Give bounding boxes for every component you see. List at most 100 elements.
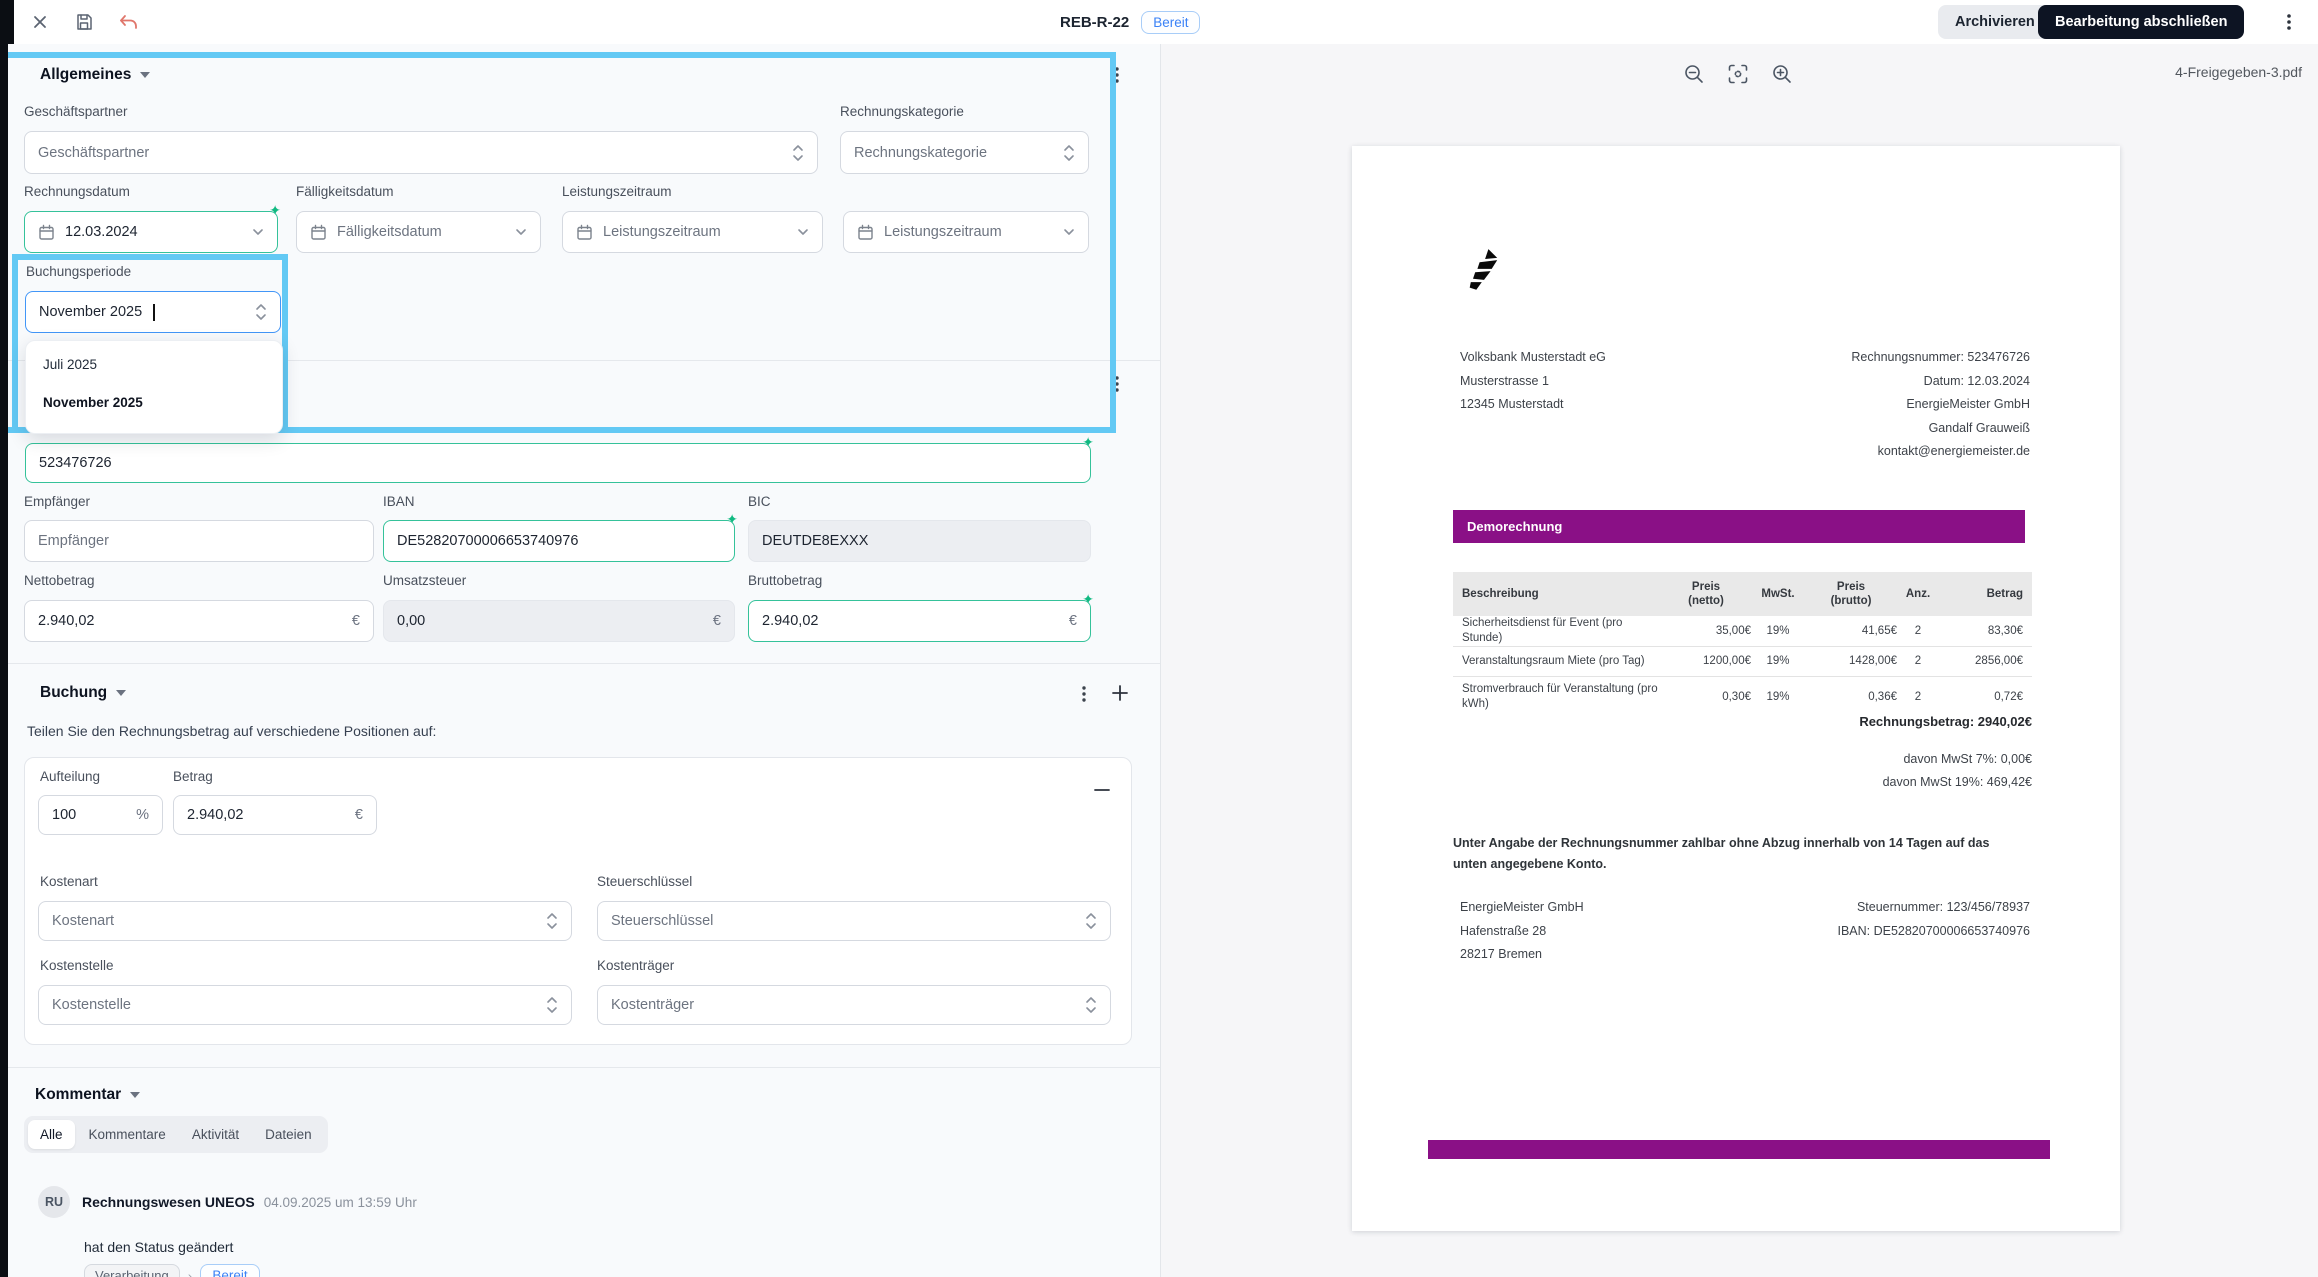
iban-input[interactable]: DE52820700006653740976 ✦ <box>383 511 738 562</box>
leistungszeitraum-start-input[interactable]: Leistungszeitraum <box>562 211 823 253</box>
rechnungsnummer-input[interactable]: 523476726 ✦ <box>25 434 1094 483</box>
company-logo-icon <box>1469 249 1498 290</box>
cell-brutto: 0,36€ <box>1868 691 1897 703</box>
section-divider <box>0 1067 1160 1068</box>
topbar-menu-icon[interactable] <box>2280 13 2298 31</box>
dropdown-option-november-2025[interactable]: November 2025 <box>43 395 143 410</box>
umsatzsteuer-label: Umsatzsteuer <box>383 573 467 588</box>
iban-value: DE52820700006653740976 <box>397 533 579 549</box>
empfaenger-placeholder: Empfänger <box>38 533 109 549</box>
add-position-icon[interactable] <box>1110 683 1130 703</box>
leistungszeitraum-placeholder: Leistungszeitraum <box>603 224 721 240</box>
invoice-footer-left: EnergieMeister GmbH Hafenstraße 28 28217… <box>1460 896 1584 967</box>
tab-alle[interactable]: Alle <box>28 1120 75 1149</box>
steuerschluessel-placeholder: Steuerschlüssel <box>611 913 714 929</box>
section-divider <box>0 663 1160 664</box>
empfaenger-input[interactable]: Empfänger <box>24 520 374 562</box>
tab-kommentare[interactable]: Kommentare <box>88 1127 166 1142</box>
cell-mwst: 19% <box>1766 625 1790 637</box>
invoice-title-bar: Demorechnung <box>1453 510 2025 543</box>
rechnungsdatum-input[interactable]: 12.03.2024 ✦ <box>24 202 281 253</box>
calendar-icon <box>39 224 54 240</box>
tab-aktivitaet[interactable]: Aktivität <box>191 1127 240 1142</box>
percent-suffix: % <box>136 807 149 823</box>
nettobetrag-input[interactable]: 2.940,02 € <box>24 600 374 642</box>
umsatzsteuer-input[interactable]: 0,00 € <box>383 600 735 642</box>
zoom-in-icon[interactable] <box>1770 62 1794 86</box>
invoice-vat-lines: davon MwSt 7%: 0,00€ davon MwSt 19%: 469… <box>1653 748 2032 794</box>
chevron-down-icon <box>116 690 127 696</box>
rechnungsdaten-menu-icon[interactable] <box>1108 375 1126 393</box>
cell-brutto: 41,65€ <box>1861 625 1897 637</box>
buchungsperiode-value: November 2025 <box>39 304 143 320</box>
section-title: Allgemeines <box>40 66 132 83</box>
section-buchung-header[interactable]: Buchung <box>40 684 127 702</box>
chevron-updown-icon <box>547 913 557 929</box>
rechnungskategorie-select[interactable]: Rechnungskategorie <box>840 131 1089 174</box>
meta-line: Rechnungsnummer: 523476726 <box>1851 350 2030 364</box>
archive-button[interactable]: Archivieren <box>1938 5 2052 39</box>
tab-dateien[interactable]: Dateien <box>265 1127 312 1142</box>
col-header: Preis (netto) <box>1688 581 1724 607</box>
sender-line: 12345 Musterstadt <box>1460 397 1564 411</box>
cell-brutto: 1428,00€ <box>1849 655 1897 667</box>
chevron-down-icon <box>140 72 151 78</box>
aufteilung-label: Aufteilung <box>40 769 101 784</box>
ai-sparkle-icon: ✦ <box>269 202 281 218</box>
kostentraeger-select[interactable]: Kostenträger <box>597 985 1111 1025</box>
pdf-page <box>1352 146 2120 1231</box>
buchungsperiode-input[interactable]: November 2025 <box>25 291 281 333</box>
finish-editing-button[interactable]: Bearbeitung abschließen <box>2038 5 2245 39</box>
zoom-out-icon[interactable] <box>1682 62 1706 86</box>
section-title: Kommentar <box>35 1086 122 1103</box>
currency-suffix: € <box>351 613 360 629</box>
meta-line: Gandalf Grauweiß <box>1928 420 2030 435</box>
chevron-updown-icon <box>1086 997 1096 1013</box>
bruttobetrag-input[interactable]: 2.940,02 € ✦ <box>748 591 1094 642</box>
dropdown-option-juli-2025[interactable]: Juli 2025 <box>43 357 98 372</box>
invoice-table-row: Sicherheitsdienst für Event (pro Stunde)… <box>1453 616 2032 647</box>
undo-icon[interactable] <box>118 12 138 32</box>
save-icon[interactable] <box>74 12 94 32</box>
cell-anz: 2 <box>1914 691 1922 703</box>
umsatzsteuer-value: 0,00 <box>397 613 426 629</box>
col-header: MwSt. <box>1761 588 1795 600</box>
section-allgemeines-header[interactable]: Allgemeines <box>40 66 151 84</box>
chevron-down-icon <box>516 229 526 235</box>
geschaeftspartner-select[interactable]: Geschäftspartner <box>24 131 818 174</box>
currency-suffix: € <box>1068 613 1077 629</box>
bruttobetrag-label: Bruttobetrag <box>748 573 823 588</box>
arrow-right-icon: › <box>187 1267 193 1277</box>
leistungszeitraum-end-input[interactable]: Leistungszeitraum <box>843 211 1089 253</box>
betrag-input[interactable]: 2.940,02 € <box>173 795 377 835</box>
kostentraeger-label: Kostenträger <box>597 958 675 973</box>
screen-edge <box>0 44 8 1277</box>
chevron-updown-icon <box>1086 913 1096 929</box>
aufteilung-input[interactable]: 100 % <box>38 795 163 835</box>
comment-action-text: hat den Status geändert <box>84 1239 234 1255</box>
bic-label: BIC <box>748 494 771 509</box>
rechnungsdatum-value: 12.03.2024 <box>65 224 138 240</box>
kostenart-select[interactable]: Kostenart <box>38 901 572 941</box>
close-icon[interactable] <box>30 12 50 32</box>
bic-input[interactable]: DEUTDE8EXXX <box>748 520 1091 562</box>
calendar-icon <box>858 224 873 240</box>
status-change-row: Verarbeitung › Bereit <box>84 1264 260 1277</box>
allgemeines-menu-icon[interactable] <box>1108 66 1126 84</box>
chevron-down-icon <box>130 1092 141 1098</box>
buchung-menu-icon[interactable] <box>1075 685 1093 703</box>
section-title: Buchung <box>40 684 108 701</box>
kostenstelle-select[interactable]: Kostenstelle <box>38 985 572 1025</box>
meta-line: EnergieMeister GmbH <box>1906 397 2030 411</box>
document-title-group: REB-R-22 Bereit <box>1060 0 1201 44</box>
currency-suffix: € <box>354 807 363 823</box>
buchungsperiode-label: Buchungsperiode <box>26 264 132 279</box>
faelligkeitsdatum-input[interactable]: Fälligkeitsdatum <box>296 211 541 253</box>
section-kommentar-header[interactable]: Kommentar <box>35 1086 141 1104</box>
steuerschluessel-select[interactable]: Steuerschlüssel <box>597 901 1111 941</box>
fit-to-screen-icon[interactable] <box>1726 62 1750 86</box>
rechnungskategorie-placeholder: Rechnungskategorie <box>854 144 988 161</box>
betrag-value: 2.940,02 <box>187 807 244 823</box>
remove-position-icon[interactable] <box>1092 780 1112 800</box>
